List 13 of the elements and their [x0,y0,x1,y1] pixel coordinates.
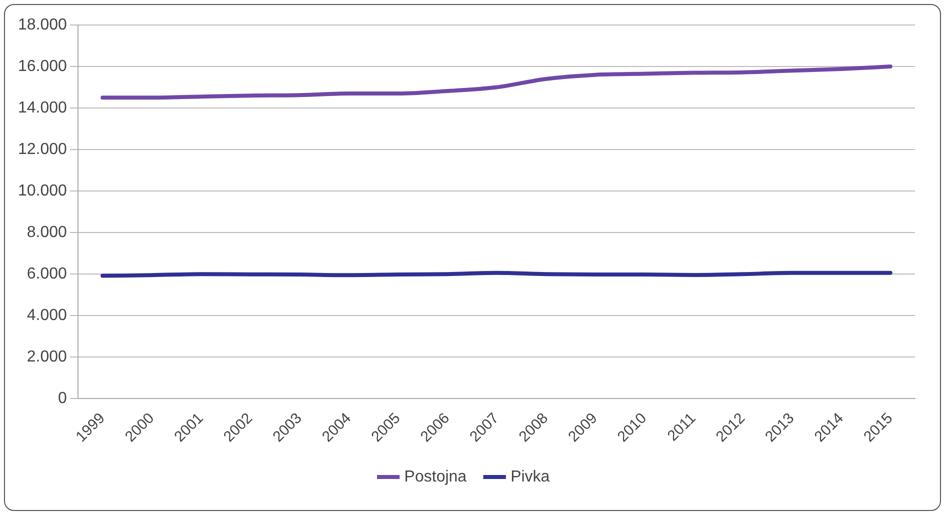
line-series [100,64,892,100]
y-tick-label: 12.000 [18,140,68,158]
y-tick-label: 6.000 [26,266,68,283]
y-tick-label: 2.000 [26,348,68,366]
y-tick-label: 16.000 [18,58,68,75]
y-tick-label: 8.000 [26,224,68,242]
y-tick-label: 18.000 [18,16,68,34]
y-tick-label: 0 [58,390,68,408]
y-tick-label: 4.000 [26,307,68,324]
y-tick-label: 10.000 [18,182,68,200]
legend-label: Pivka [510,468,550,486]
y-tick-label: 14.000 [18,99,68,116]
legend-label: Postojna [404,468,467,486]
